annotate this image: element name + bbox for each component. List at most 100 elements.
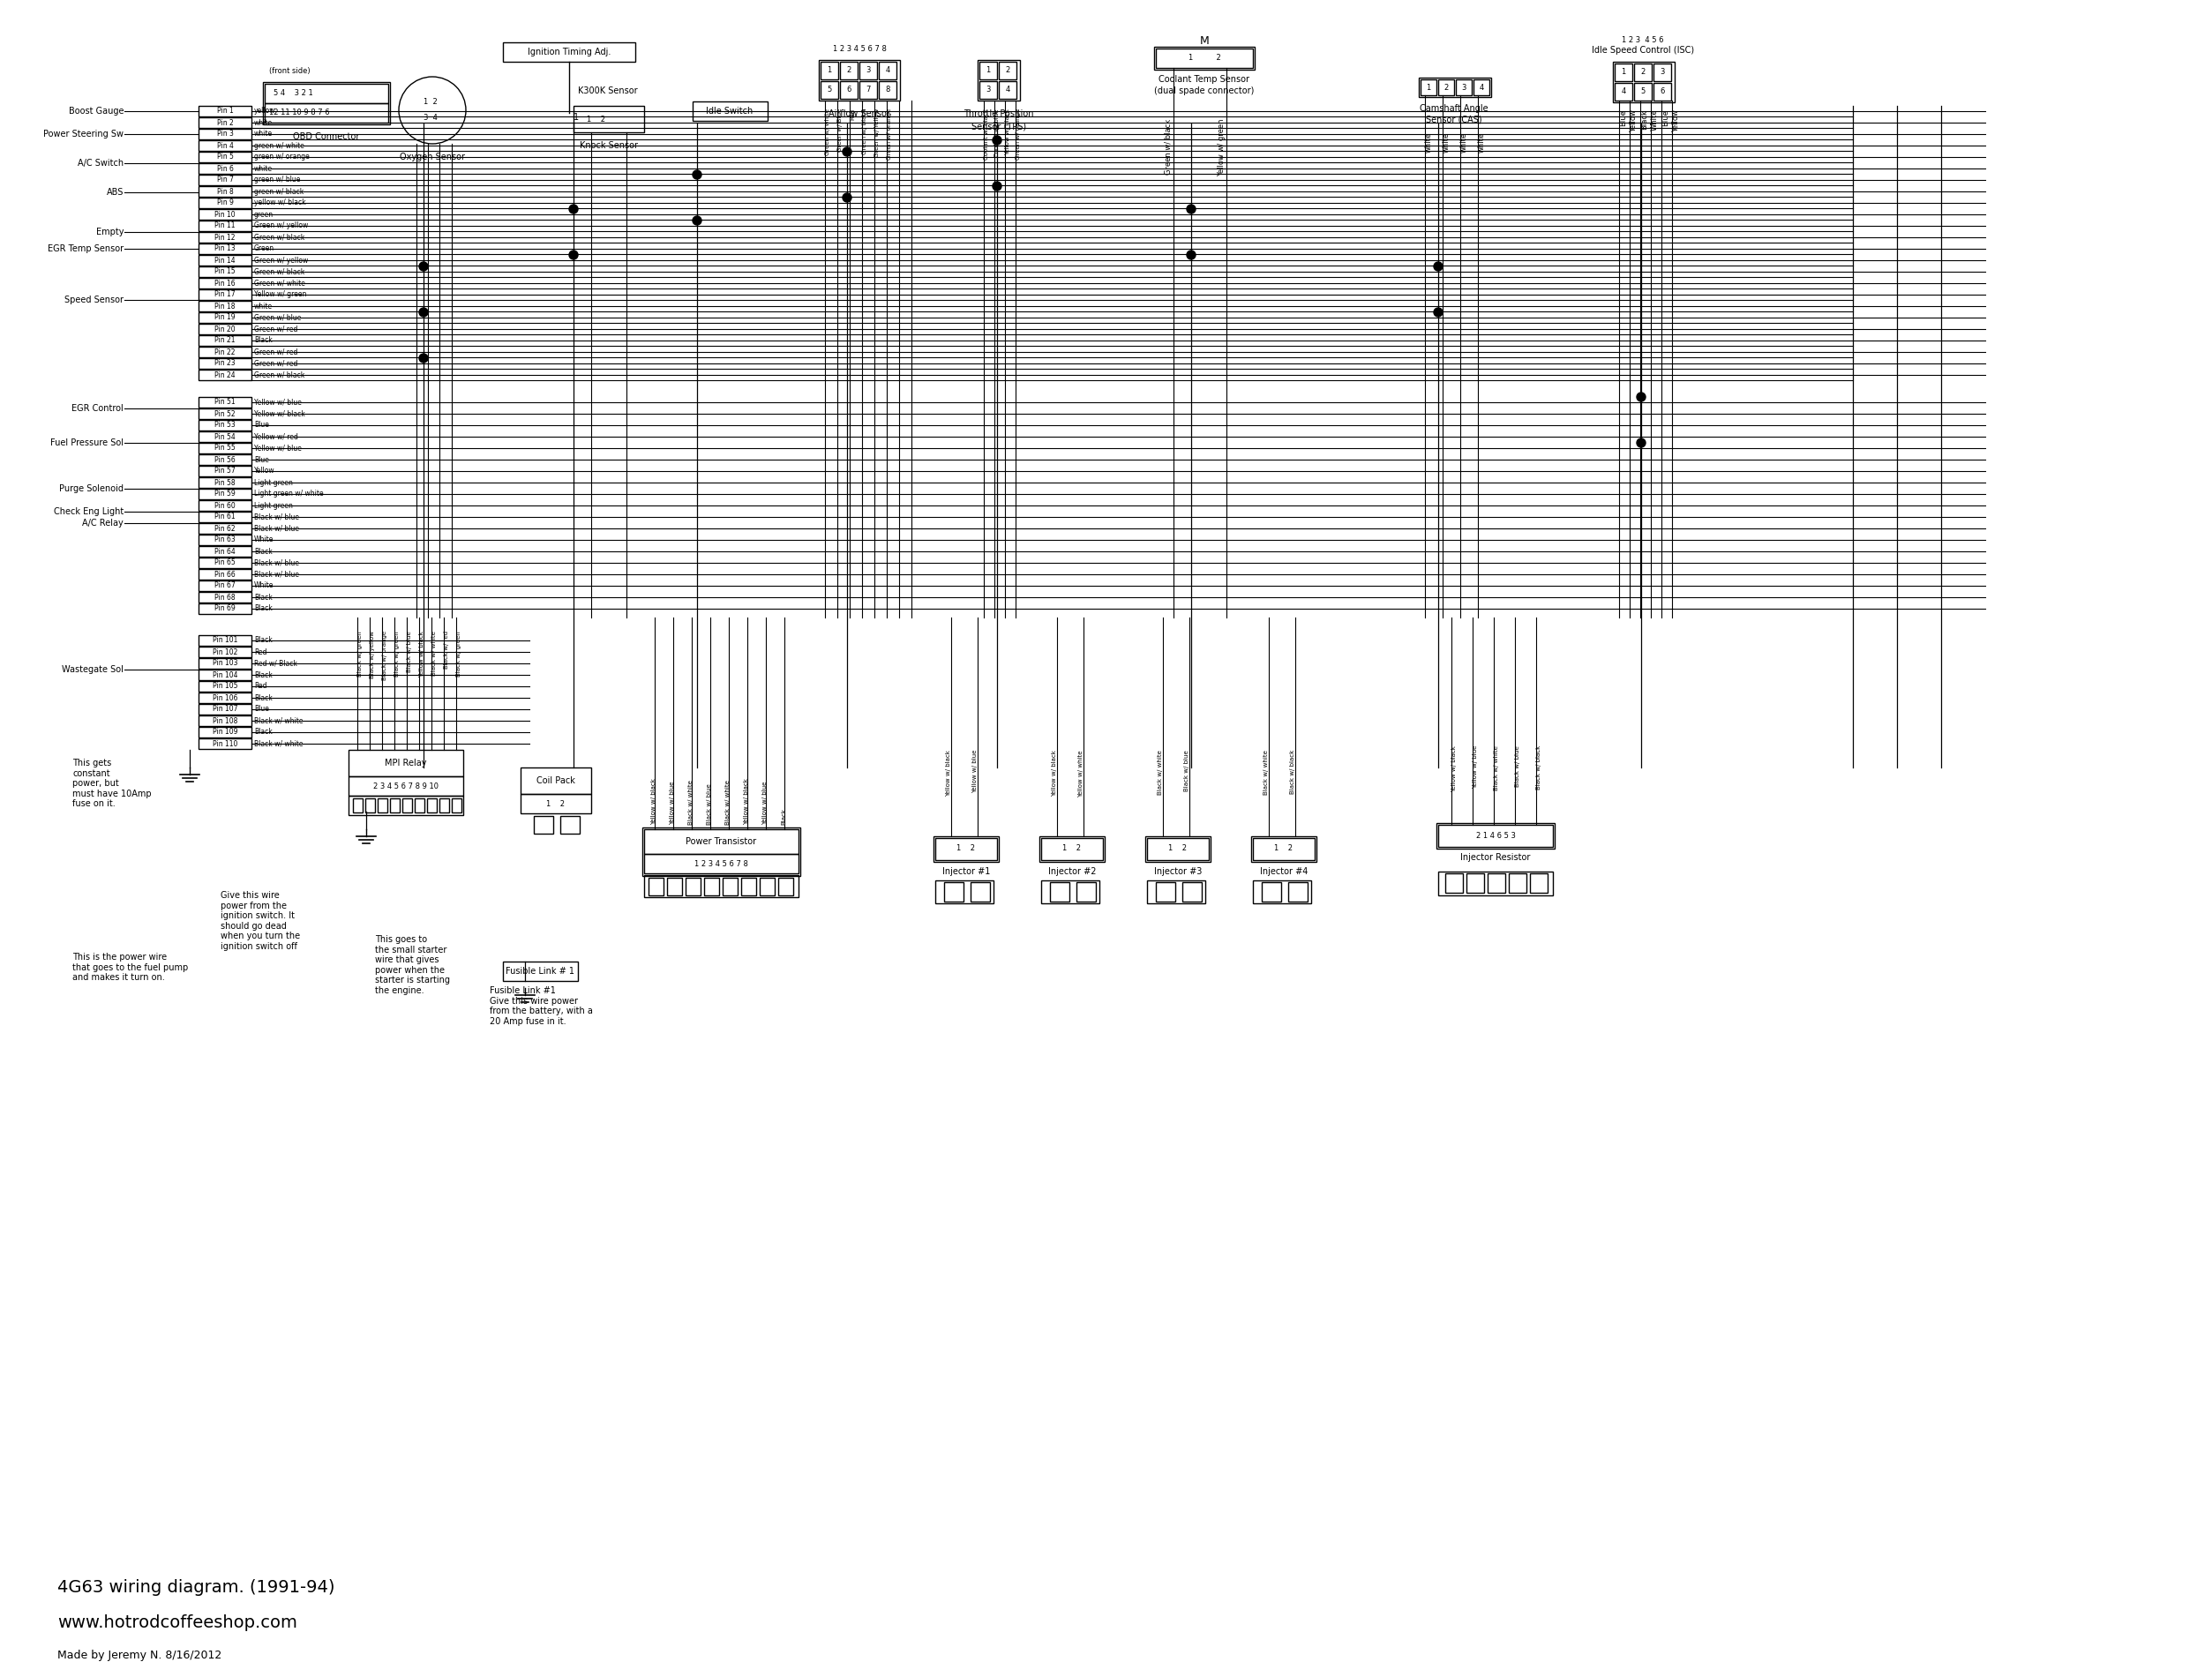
- Text: Fusible Link # 1: Fusible Link # 1: [507, 968, 575, 976]
- Text: Pin 5: Pin 5: [217, 153, 232, 161]
- Bar: [560, 817, 580, 833]
- Bar: [199, 278, 252, 288]
- Text: 2: 2: [847, 67, 852, 74]
- Bar: [936, 838, 998, 860]
- Circle shape: [843, 193, 852, 201]
- Text: Oxygen Sensor: Oxygen Sensor: [400, 153, 465, 161]
- Text: Yellow w/ black: Yellow w/ black: [1451, 746, 1458, 792]
- Text: Black w/ blue: Black w/ blue: [254, 558, 299, 567]
- Text: Injector #2: Injector #2: [1048, 867, 1097, 875]
- Bar: [1438, 825, 1553, 847]
- Bar: [1183, 882, 1201, 902]
- Text: 5 4    3 2 1: 5 4 3 2 1: [274, 89, 314, 97]
- Bar: [199, 657, 252, 669]
- Bar: [933, 837, 1000, 862]
- Circle shape: [418, 262, 427, 270]
- Text: Light green: Light green: [254, 478, 292, 486]
- Text: Green w/ Blue: Green w/ Blue: [838, 109, 843, 153]
- Text: Pin 57: Pin 57: [215, 468, 234, 475]
- Bar: [1420, 79, 1436, 96]
- Bar: [199, 523, 252, 533]
- Text: yellow: yellow: [254, 107, 276, 116]
- Text: ABS: ABS: [106, 188, 124, 196]
- Bar: [860, 62, 876, 79]
- Text: white: white: [1425, 132, 1433, 153]
- Bar: [1042, 880, 1099, 904]
- Text: Coolant w/ black: Coolant w/ black: [984, 109, 989, 159]
- Text: Black: Black: [1641, 109, 1648, 129]
- Text: Idle Speed Control (ISC): Idle Speed Control (ISC): [1593, 45, 1694, 55]
- Text: Blue: Blue: [254, 421, 270, 429]
- Bar: [199, 569, 252, 580]
- Bar: [199, 221, 252, 231]
- Text: 3: 3: [987, 86, 991, 94]
- Text: Yellow w/ black: Yellow w/ black: [947, 750, 951, 797]
- Bar: [1157, 49, 1252, 69]
- Text: Green w/ black: Green w/ black: [863, 109, 867, 154]
- Text: 1    2: 1 2: [546, 800, 564, 808]
- Text: 2: 2: [1004, 67, 1011, 74]
- Bar: [1635, 64, 1652, 80]
- Text: Blue: Blue: [1619, 109, 1628, 126]
- Text: White: White: [1650, 109, 1659, 131]
- Text: Injector #1: Injector #1: [942, 867, 991, 875]
- Circle shape: [692, 171, 701, 179]
- Text: Pin 18: Pin 18: [215, 302, 234, 310]
- Text: Black: Black: [254, 594, 272, 600]
- Text: Coolant w/ blue: Coolant w/ blue: [995, 109, 1000, 156]
- Text: OBD Connector: OBD Connector: [294, 132, 361, 141]
- Text: 3: 3: [1659, 69, 1666, 77]
- Text: Pin 103: Pin 103: [212, 659, 237, 667]
- Text: Pin 9: Pin 9: [217, 200, 232, 206]
- Text: green w/ orange: green w/ orange: [254, 153, 310, 161]
- Text: Pin 52: Pin 52: [215, 409, 234, 418]
- Bar: [199, 129, 252, 139]
- Text: Black w/ blue: Black w/ blue: [708, 783, 712, 825]
- Bar: [818, 60, 900, 101]
- Bar: [451, 798, 462, 812]
- Bar: [1287, 882, 1307, 902]
- Bar: [573, 106, 644, 132]
- Bar: [1000, 62, 1018, 79]
- Text: Green w/ black: Green w/ black: [254, 371, 305, 379]
- Text: (front side): (front side): [270, 67, 310, 75]
- Text: Pin 108: Pin 108: [212, 716, 237, 724]
- Text: Black: Black: [254, 671, 272, 679]
- Bar: [199, 604, 252, 614]
- Text: Injector #4: Injector #4: [1261, 867, 1307, 875]
- Text: Pin 55: Pin 55: [215, 444, 234, 453]
- Circle shape: [1637, 392, 1646, 401]
- Text: Blue: Blue: [1661, 109, 1670, 126]
- Text: 1: 1: [827, 67, 832, 74]
- Text: Black w/ orange: Black w/ orange: [383, 631, 387, 681]
- Text: Green w/ orange: Green w/ orange: [887, 109, 891, 159]
- Text: M: M: [1199, 35, 1210, 47]
- Bar: [1615, 82, 1632, 101]
- Bar: [641, 827, 801, 875]
- Text: Pin 15: Pin 15: [215, 268, 234, 275]
- Text: A/C Switch: A/C Switch: [77, 159, 124, 168]
- Bar: [365, 798, 376, 812]
- Text: Pin 23: Pin 23: [215, 359, 234, 367]
- Text: Black: Black: [254, 605, 272, 612]
- Text: Yellow w/ blue: Yellow w/ blue: [254, 444, 301, 453]
- Text: Pin 11: Pin 11: [215, 221, 234, 230]
- Bar: [199, 335, 252, 345]
- Bar: [199, 255, 252, 265]
- Bar: [199, 290, 252, 300]
- Text: Pin 56: Pin 56: [215, 456, 234, 463]
- Text: 1    2: 1 2: [586, 116, 606, 122]
- Bar: [980, 80, 998, 99]
- Text: Pin 107: Pin 107: [212, 706, 237, 713]
- Bar: [199, 186, 252, 196]
- Text: 1: 1: [1621, 69, 1626, 77]
- Text: (dual spade connector): (dual spade connector): [1155, 87, 1254, 96]
- Bar: [759, 877, 774, 896]
- Bar: [644, 875, 799, 897]
- Bar: [878, 80, 896, 99]
- Bar: [779, 877, 794, 896]
- Text: This gets
constant
power, but
must have 10Amp
fuse on it.: This gets constant power, but must have …: [73, 758, 150, 808]
- Bar: [349, 776, 462, 795]
- Text: 1: 1: [987, 67, 991, 74]
- Text: Pin 66: Pin 66: [215, 570, 234, 579]
